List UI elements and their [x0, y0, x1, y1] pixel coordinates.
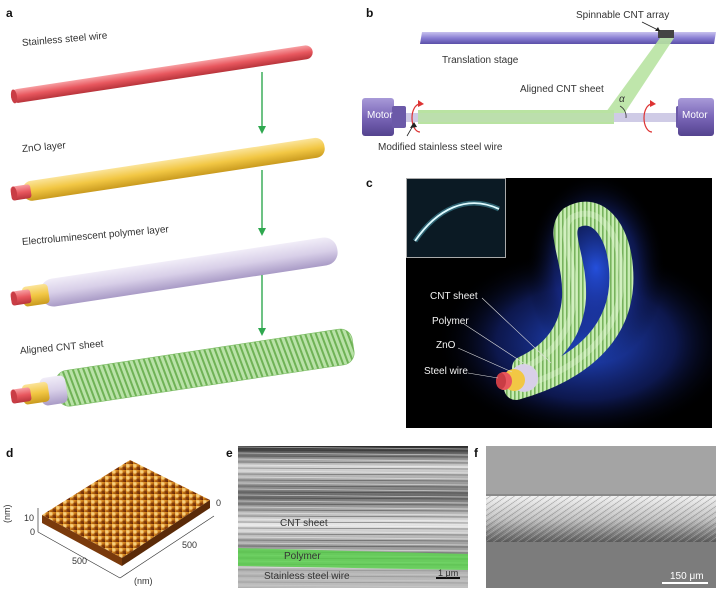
- motor-right: [676, 98, 714, 136]
- process-arrow-1: [258, 72, 266, 134]
- angle-arc: [619, 105, 627, 119]
- d-z-unit: (nm): [2, 504, 12, 524]
- rotation-arrow-left: [411, 103, 421, 133]
- panel-a-letter: a: [6, 6, 13, 20]
- label-c-polymer: Polymer: [432, 316, 469, 327]
- aligned-cnt-sheet-diagonal: [606, 38, 674, 120]
- panel-a-graphic: [10, 45, 355, 407]
- label-motor-left: Motor: [367, 110, 393, 121]
- panel-f-sem-image: [486, 446, 716, 588]
- panel-f-letter: f: [474, 446, 478, 460]
- polymer-layer-band: [238, 548, 468, 570]
- process-arrow-3: [258, 275, 266, 336]
- label-angle-alpha: α: [619, 94, 625, 105]
- d-x-unit: (nm): [134, 576, 153, 586]
- spinnable-cnt-array-block: [658, 30, 674, 38]
- label-c-cnt-sheet: CNT sheet: [430, 291, 478, 302]
- panel-b-letter: b: [366, 6, 374, 20]
- motor-left: [362, 98, 406, 136]
- panel-e-sem-image: [238, 446, 468, 588]
- cnt-coated-fiber: [504, 201, 634, 400]
- label-e-scale: 1 μm: [438, 568, 459, 578]
- panel-d-afm-surface: [37, 460, 215, 579]
- cnt-wire-rod: [10, 328, 355, 407]
- d-z-tick: 10: [24, 513, 35, 523]
- steel-wire-rod: [10, 45, 313, 104]
- d-y-zero: 0: [216, 498, 222, 508]
- rotation-arrow-right: [643, 103, 653, 133]
- label-translation-stage: Translation stage: [442, 55, 519, 66]
- d-z-zero: 0: [30, 527, 36, 537]
- panel-c-photo: [406, 178, 712, 428]
- polymer-wire-rod: [10, 237, 338, 307]
- label-modified-stainless-steel-wire: Modified stainless steel wire: [378, 142, 503, 153]
- panel-e-letter: e: [226, 446, 233, 460]
- label-spinnable-cnt-array: Spinnable CNT array: [576, 10, 670, 21]
- label-e-cnt-sheet: CNT sheet: [280, 518, 328, 529]
- panel-b-graphic: [362, 21, 716, 137]
- label-motor-right: Motor: [682, 110, 708, 121]
- zno-wire-rod: [10, 137, 325, 201]
- panel-d-letter: d: [6, 446, 14, 460]
- d-y-tick: 500: [182, 540, 198, 550]
- label-c-zno: ZnO: [436, 340, 456, 351]
- d-x-tick: 500: [72, 556, 88, 566]
- label-aligned-cnt-sheet-b: Aligned CNT sheet: [520, 84, 604, 95]
- translation-stage: [420, 32, 716, 44]
- label-f-scale: 150 μm: [670, 571, 704, 582]
- process-arrow-2: [258, 170, 266, 236]
- label-c-steel-wire: Steel wire: [424, 366, 468, 377]
- panel-c-letter: c: [366, 176, 373, 190]
- label-e-polymer: Polymer: [284, 551, 321, 562]
- inset-glowing-fiber-photo: [406, 178, 506, 258]
- label-e-stainless-steel-wire: Stainless steel wire: [264, 571, 350, 582]
